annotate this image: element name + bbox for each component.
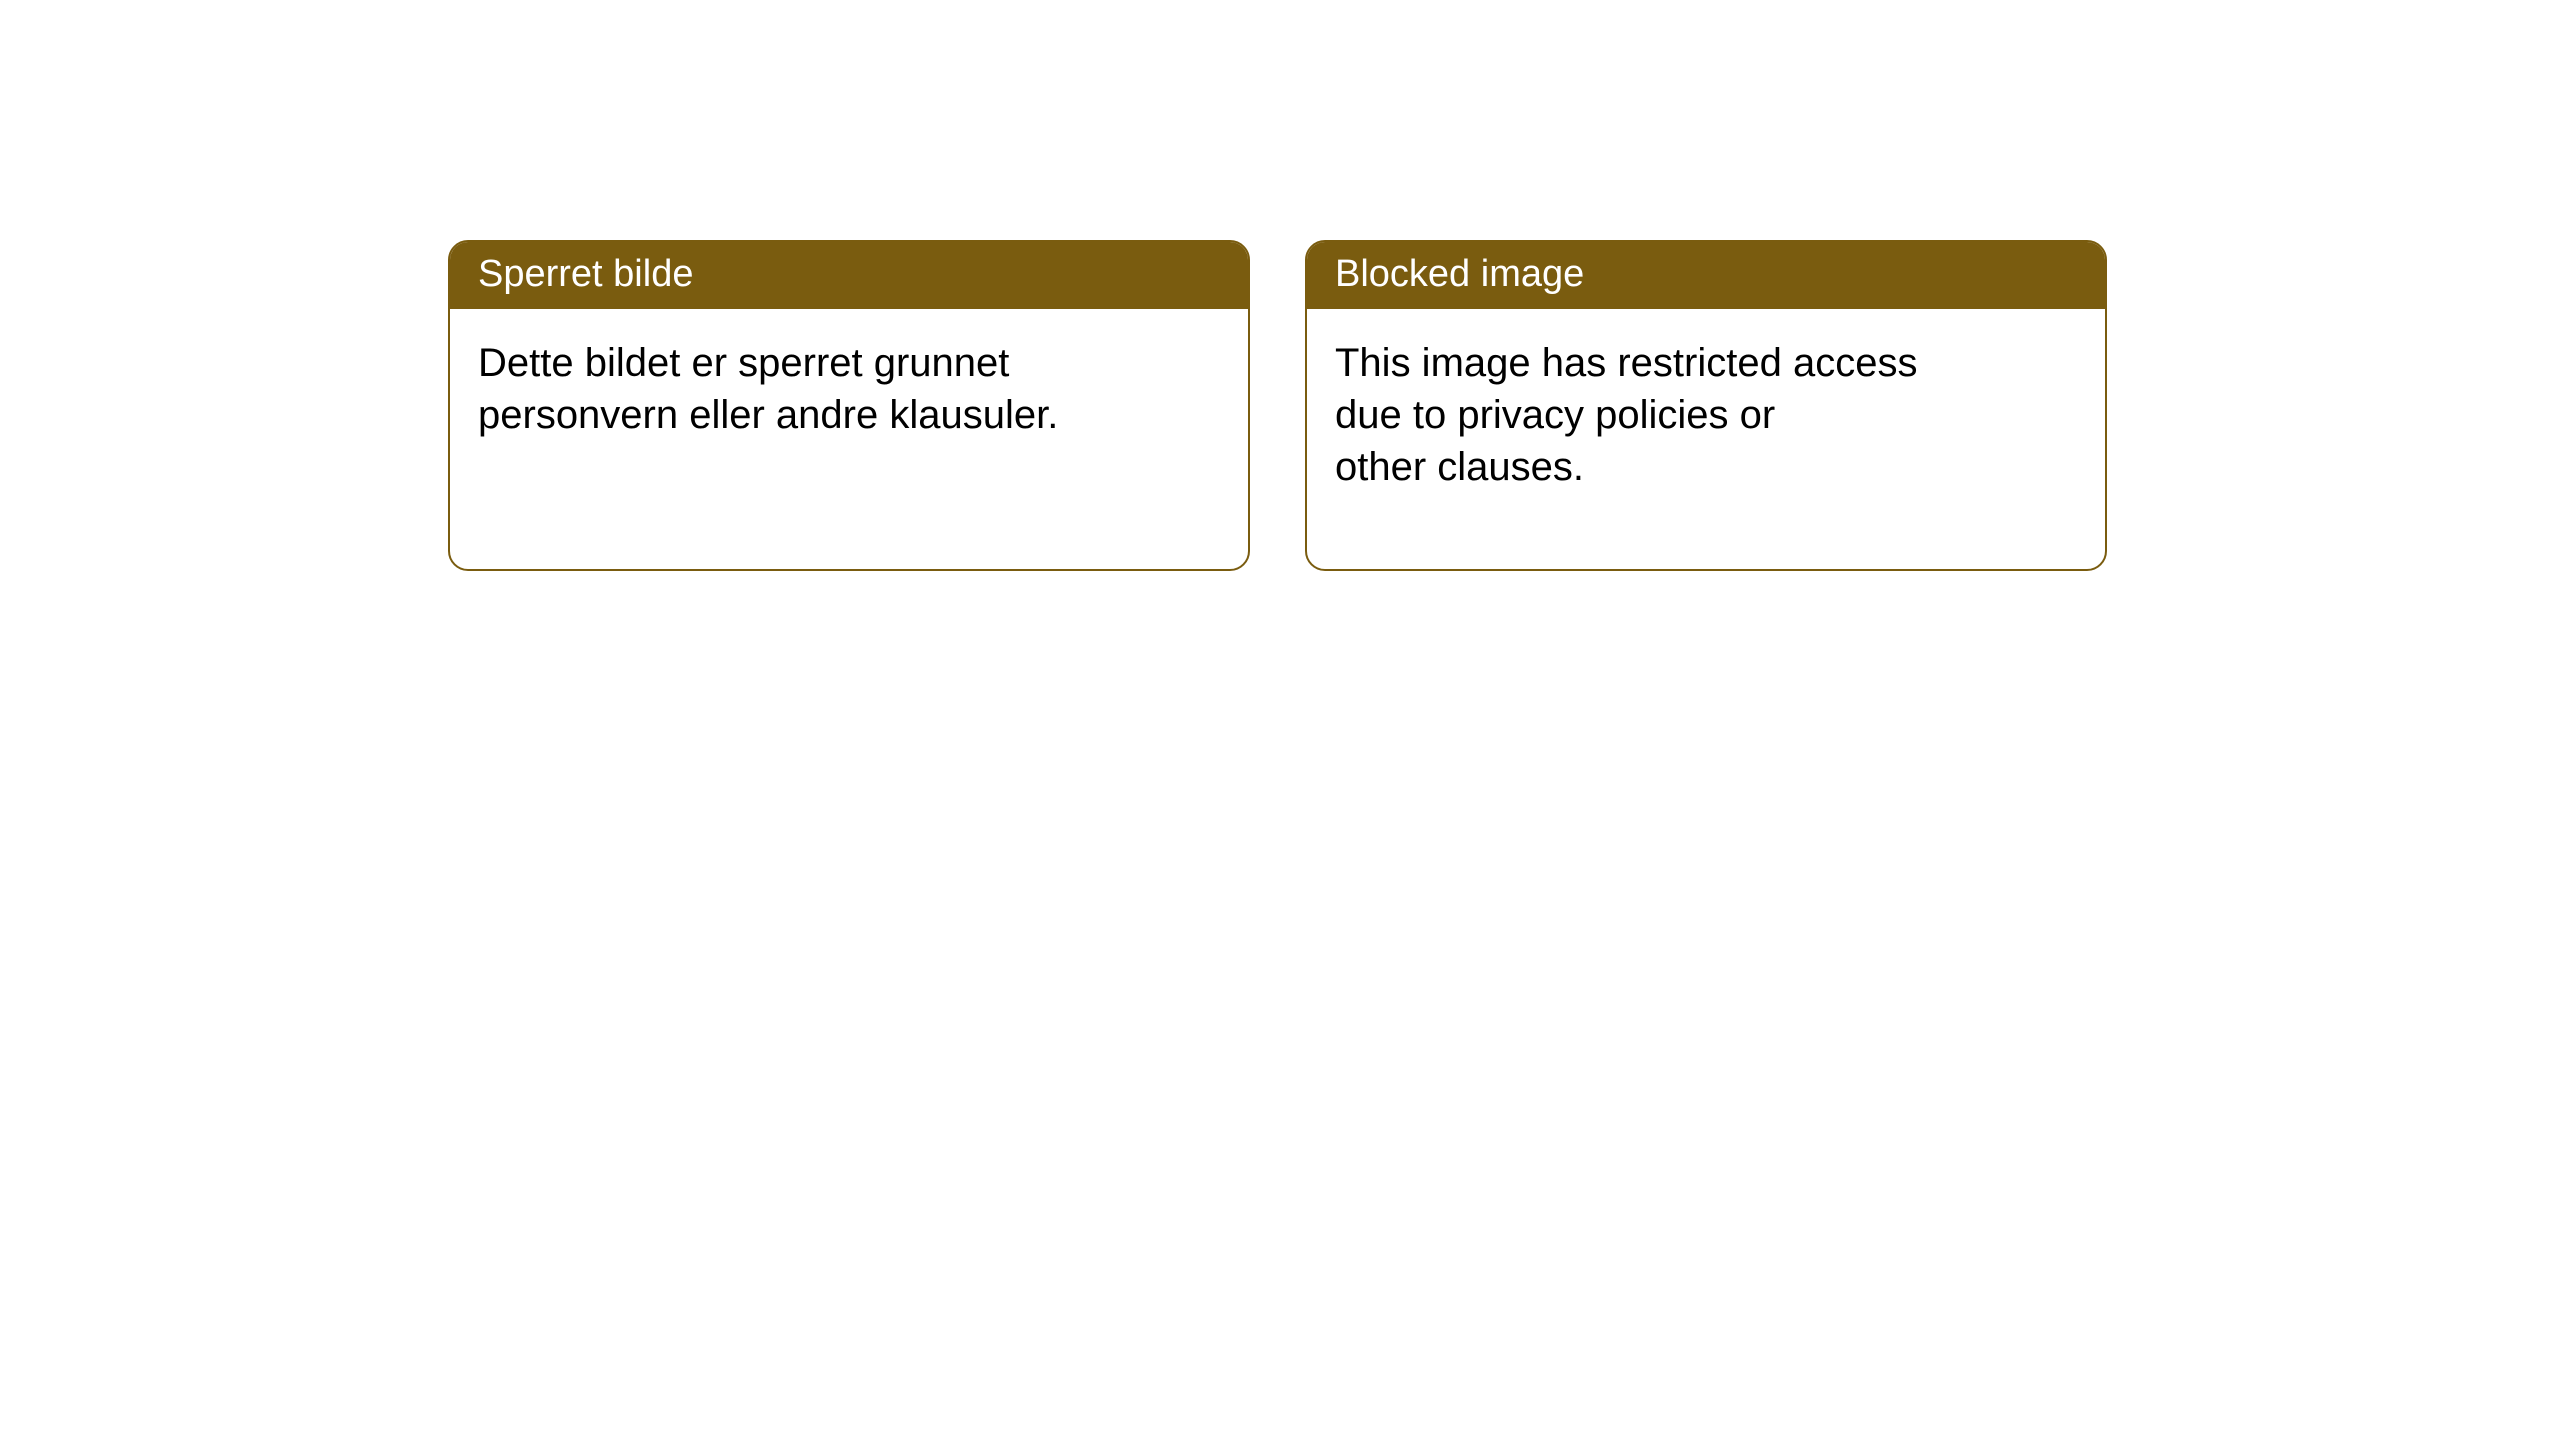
- notice-container: Sperret bilde Dette bildet er sperret gr…: [0, 0, 2560, 571]
- notice-text: This image has restricted access due to …: [1335, 337, 1995, 493]
- notice-body: Dette bildet er sperret grunnet personve…: [450, 309, 1248, 569]
- notice-body: This image has restricted access due to …: [1307, 309, 2105, 569]
- notice-card-english: Blocked image This image has restricted …: [1305, 240, 2107, 571]
- notice-title: Blocked image: [1307, 242, 2105, 309]
- notice-card-norwegian: Sperret bilde Dette bildet er sperret gr…: [448, 240, 1250, 571]
- notice-title: Sperret bilde: [450, 242, 1248, 309]
- notice-text: Dette bildet er sperret grunnet personve…: [478, 337, 1138, 441]
